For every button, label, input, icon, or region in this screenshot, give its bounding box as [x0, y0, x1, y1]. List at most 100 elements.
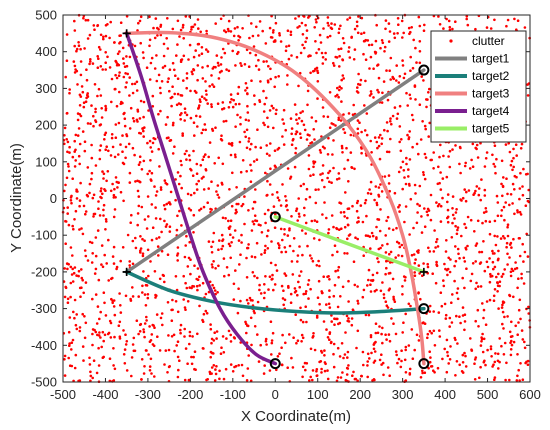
clutter-point: [401, 160, 405, 164]
clutter-point: [239, 170, 243, 174]
clutter-point: [192, 355, 195, 359]
clutter-point: [447, 362, 451, 365]
clutter-point: [355, 201, 359, 205]
clutter-point: [76, 134, 80, 137]
clutter-point: [262, 60, 266, 63]
y-tick-label: 200: [35, 118, 57, 133]
clutter-point: [217, 264, 220, 268]
clutter-point: [202, 188, 206, 191]
clutter-point: [259, 80, 262, 83]
clutter-point: [432, 167, 435, 170]
clutter-point: [453, 279, 456, 283]
clutter-point: [111, 301, 114, 305]
clutter-point: [429, 218, 433, 222]
clutter-point: [139, 41, 142, 45]
clutter-point: [516, 333, 519, 337]
clutter-point: [460, 234, 463, 238]
clutter-point: [96, 229, 100, 232]
clutter-point: [497, 257, 500, 261]
clutter-point: [492, 267, 495, 271]
clutter-point: [84, 321, 88, 325]
clutter-point: [86, 18, 90, 22]
clutter-point: [244, 135, 247, 139]
clutter-point: [327, 171, 330, 175]
clutter-point: [68, 91, 71, 95]
clutter-point: [375, 271, 379, 275]
clutter-point: [502, 205, 506, 209]
clutter-point: [273, 164, 277, 168]
clutter-point: [170, 104, 173, 108]
clutter-point: [464, 365, 468, 368]
clutter-point: [301, 375, 304, 379]
clutter-point: [527, 305, 530, 309]
clutter-point: [387, 227, 391, 230]
clutter-point: [485, 210, 488, 213]
clutter-point: [284, 274, 288, 277]
target2-start-plus-marker: [122, 267, 131, 276]
clutter-point: [262, 89, 265, 93]
clutter-point: [86, 166, 90, 169]
clutter-point: [385, 266, 388, 270]
clutter-point: [240, 204, 243, 208]
clutter-point: [287, 57, 291, 61]
clutter-point: [314, 201, 318, 205]
clutter-point: [75, 47, 79, 51]
clutter-point: [264, 42, 268, 45]
clutter-point: [265, 96, 268, 100]
clutter-point: [155, 54, 158, 57]
clutter-point: [493, 234, 497, 238]
clutter-point: [484, 157, 488, 160]
clutter-point: [64, 183, 67, 187]
clutter-point: [108, 36, 111, 40]
clutter-point: [148, 169, 151, 173]
clutter-point: [475, 143, 479, 147]
clutter-point: [171, 152, 175, 155]
clutter-point: [318, 264, 321, 268]
clutter-point: [184, 347, 188, 350]
clutter-point: [351, 308, 355, 312]
clutter-point: [324, 58, 328, 61]
clutter-point: [261, 29, 265, 33]
clutter-point: [182, 298, 185, 301]
clutter-point: [157, 147, 160, 151]
clutter-point: [136, 212, 140, 215]
clutter-point: [367, 313, 371, 317]
clutter-point: [282, 289, 285, 293]
clutter-point: [330, 214, 334, 217]
clutter-point: [211, 67, 215, 70]
clutter-point: [263, 212, 267, 216]
clutter-point: [448, 149, 452, 153]
clutter-point: [332, 166, 335, 170]
clutter-point: [397, 205, 400, 209]
clutter-point: [86, 37, 90, 40]
clutter-point: [294, 151, 297, 155]
clutter-point: [157, 236, 161, 239]
clutter-point: [326, 336, 330, 339]
clutter-point: [216, 193, 219, 197]
clutter-point: [121, 134, 124, 137]
clutter-point: [70, 364, 74, 368]
clutter-point: [465, 267, 468, 271]
clutter-point: [82, 359, 85, 362]
clutter-point: [514, 324, 517, 328]
clutter-point: [128, 181, 132, 184]
clutter-point: [400, 243, 404, 247]
clutter-point: [100, 263, 103, 266]
clutter-point: [359, 78, 363, 82]
clutter-point: [202, 155, 206, 158]
clutter-point: [479, 344, 483, 347]
clutter-point: [103, 301, 106, 305]
clutter-point: [141, 284, 144, 288]
clutter-point: [196, 18, 200, 21]
clutter-point: [134, 180, 137, 183]
clutter-point: [390, 317, 393, 320]
clutter-point: [385, 219, 388, 223]
clutter-point: [435, 260, 438, 264]
clutter-point: [276, 242, 280, 245]
clutter-point: [134, 236, 137, 240]
clutter-point: [250, 255, 254, 258]
clutter-point: [276, 196, 280, 199]
clutter-point: [138, 117, 142, 120]
clutter-point: [246, 92, 249, 95]
clutter-point: [193, 350, 197, 354]
